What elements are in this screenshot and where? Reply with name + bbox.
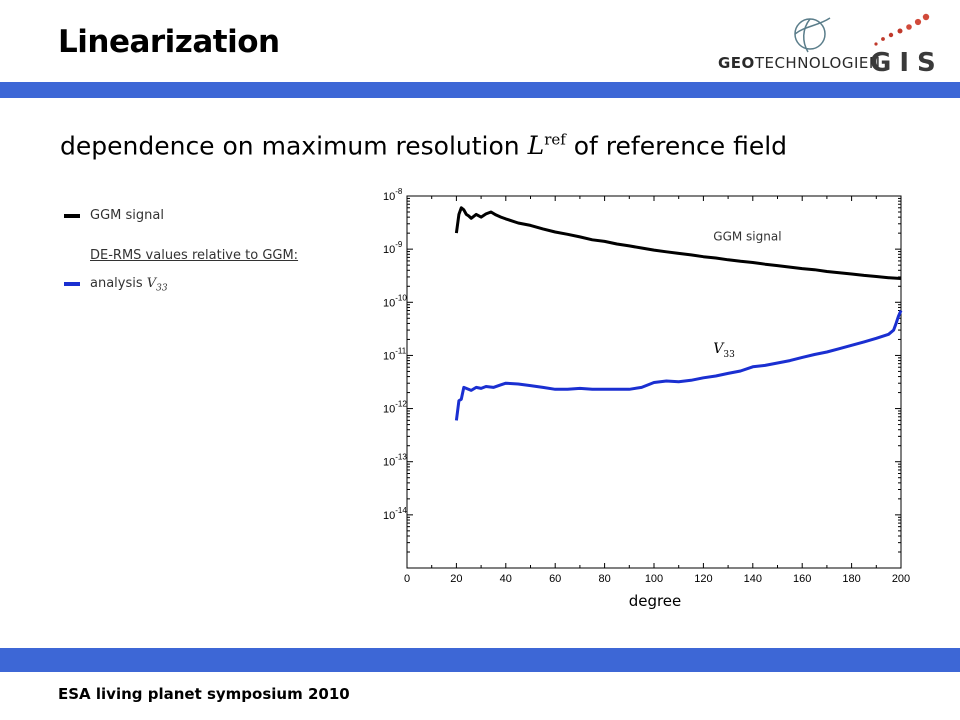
gis-wordmark: GIS xyxy=(870,48,944,78)
x-tick-label: 140 xyxy=(744,573,762,585)
x-tick-label: 200 xyxy=(892,573,910,585)
line-chart: 0 20 40 60 80 100 120 140 160 180 200 10-8 10-9 10-10… xyxy=(383,187,910,585)
legend-item-analysis: analysis V33 xyxy=(64,276,168,294)
series-line-0 xyxy=(454,206,902,280)
legend-heading: DE-RMS values relative to GGM: xyxy=(90,248,299,263)
y-tick-label: 10-13 xyxy=(383,453,407,469)
y-tick-label: 10-9 xyxy=(383,240,403,256)
footer-text: ESA living planet symposium 2010 xyxy=(58,685,350,703)
footer-band xyxy=(0,648,960,672)
x-tick-label: 40 xyxy=(500,573,512,585)
legend-swatch-signal xyxy=(64,213,80,218)
x-tick-label: 80 xyxy=(598,573,610,585)
slide-title: Linearization xyxy=(58,24,280,60)
chart-axes: 0 20 40 60 80 100 120 140 160 180 200 10-8 10-9 10-10… xyxy=(383,187,910,585)
y-tick-label: 10-14 xyxy=(383,506,407,522)
x-tick-label: 100 xyxy=(645,573,663,585)
y-tick-label: 10-12 xyxy=(383,400,407,416)
x-tick-label: 20 xyxy=(450,573,462,585)
x-tick-label: 160 xyxy=(793,573,811,585)
gis-logo: GIS xyxy=(868,12,938,78)
l-ref-symbol: Lref xyxy=(527,131,566,161)
x-tick-label: 120 xyxy=(694,573,712,585)
legend-swatch-analysis xyxy=(64,281,80,286)
x-tick-label: 60 xyxy=(549,573,561,585)
chart-annotations: GGM signal V33 xyxy=(713,230,781,361)
slide-subtitle: dependence on maximum resolution Lref of… xyxy=(60,131,788,161)
chart-series xyxy=(454,206,903,421)
y-tick-label: 10-8 xyxy=(383,187,403,203)
globe-icon xyxy=(794,17,831,53)
x-tick-label: 0 xyxy=(404,573,410,585)
geotechnologien-logo: GEOTECHNOLOGIEN xyxy=(718,14,880,76)
x-axis-label: degree xyxy=(628,592,682,610)
series-label-signal: GGM signal xyxy=(713,230,781,244)
y-tick-label: 10-11 xyxy=(383,346,407,362)
x-tick-label: 180 xyxy=(842,573,860,585)
header-band xyxy=(0,82,960,98)
series-line-1 xyxy=(454,309,903,421)
geotechnologien-wordmark: GEOTECHNOLOGIEN xyxy=(718,54,881,72)
legend-item-signal: GGM signal xyxy=(64,208,164,223)
series-label-analysis: V33 xyxy=(713,341,735,360)
dots-arc-icon xyxy=(874,13,930,46)
y-tick-label: 10-10 xyxy=(383,293,407,309)
